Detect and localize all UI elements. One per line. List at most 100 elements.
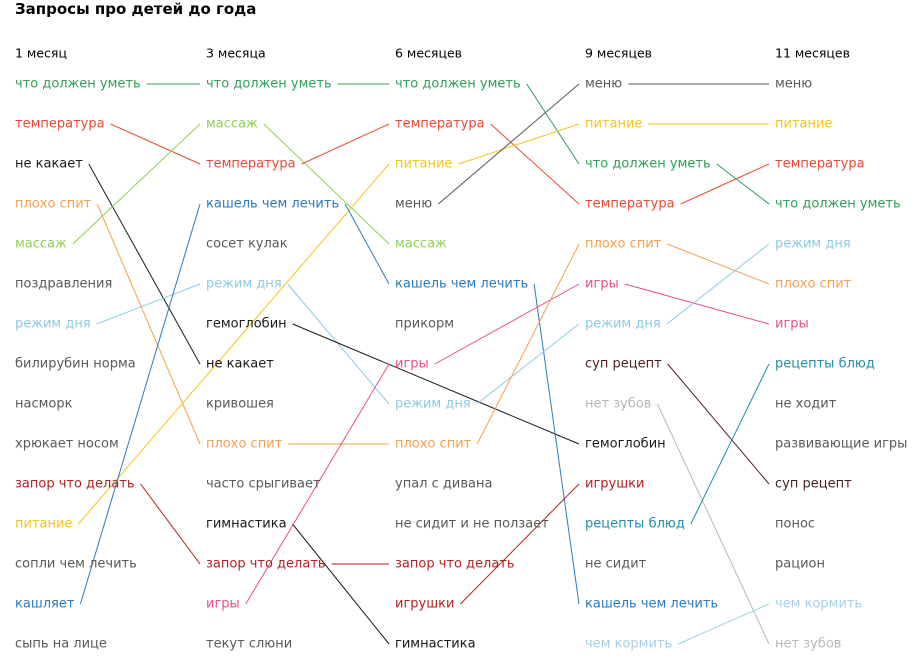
query-label: режим дня bbox=[206, 277, 282, 292]
query-label: питание bbox=[585, 117, 642, 132]
query-label: что должен уметь bbox=[206, 77, 332, 92]
query-label: игрушки bbox=[585, 477, 644, 492]
query-label: что должен уметь bbox=[395, 77, 521, 92]
query-label: гимнастика bbox=[206, 517, 287, 532]
query-label: игры bbox=[206, 597, 240, 612]
query-label: не ходит bbox=[775, 397, 837, 412]
query-label: что должен уметь bbox=[585, 157, 711, 172]
chart-title: Запросы про детей до года bbox=[15, 0, 257, 18]
link-line bbox=[526, 83, 580, 165]
query-label: поздравления bbox=[15, 277, 112, 292]
query-label: плохо спит bbox=[206, 437, 283, 452]
link-line bbox=[476, 323, 580, 405]
query-label: хрюкает носом bbox=[15, 437, 119, 452]
query-label: питание bbox=[15, 517, 72, 532]
query-label: чем кормить bbox=[775, 597, 862, 612]
query-label: кашель чем лечить bbox=[206, 197, 339, 212]
query-label: развивающие игры bbox=[775, 437, 907, 452]
query-label: игрушки bbox=[395, 597, 454, 612]
query-label: плохо спит bbox=[775, 277, 852, 292]
query-label: массаж bbox=[395, 237, 447, 252]
query-label: температура bbox=[206, 157, 296, 172]
query-label: плохо спит bbox=[585, 237, 662, 252]
query-label: не какает bbox=[15, 157, 83, 172]
link-line bbox=[533, 283, 580, 605]
query-label: меню bbox=[585, 77, 622, 92]
link-line bbox=[78, 163, 390, 525]
query-label: сосет кулак bbox=[206, 237, 288, 252]
query-label: не сидит и не ползает bbox=[395, 517, 549, 532]
query-label: запор что делать bbox=[15, 477, 135, 492]
query-label: кривошея bbox=[206, 397, 274, 412]
query-label: режим дня bbox=[585, 317, 661, 332]
query-label: температура bbox=[395, 117, 485, 132]
query-label: суп рецепт bbox=[585, 357, 662, 372]
query-label: сыпь на лице bbox=[15, 637, 107, 652]
link-line bbox=[344, 203, 390, 285]
query-label: меню bbox=[395, 197, 432, 212]
link-lines bbox=[72, 83, 770, 645]
query-label: рецепты блюд bbox=[775, 357, 875, 372]
query-label: текут слюни bbox=[206, 637, 292, 652]
query-label: игры bbox=[775, 317, 809, 332]
link-line bbox=[292, 323, 580, 445]
link-line bbox=[301, 123, 390, 165]
query-label: плохо спит bbox=[15, 197, 92, 212]
query-label: температура bbox=[775, 157, 865, 172]
link-line bbox=[72, 123, 201, 245]
link-line bbox=[490, 123, 580, 205]
query-label: прикорм bbox=[395, 317, 454, 332]
query-label: кашель чем лечить bbox=[585, 597, 718, 612]
query-label: рацион bbox=[775, 557, 825, 572]
link-line bbox=[140, 483, 201, 565]
query-label: не какает bbox=[206, 357, 274, 372]
query-label: гемоглобин bbox=[585, 437, 666, 452]
link-line bbox=[624, 283, 770, 325]
column-header: 1 месяц bbox=[15, 46, 67, 61]
query-label: режим дня bbox=[15, 317, 91, 332]
column-header: 9 месяцев bbox=[585, 46, 652, 61]
link-line bbox=[96, 203, 201, 445]
labels: 1 месяц 3 месяца 6 месяцев 9 месяцев 11 меся… bbox=[15, 46, 907, 652]
query-label: кашель чем лечить bbox=[395, 277, 528, 292]
link-line bbox=[716, 163, 770, 205]
link-line bbox=[287, 283, 390, 405]
query-label: питание bbox=[395, 157, 452, 172]
link-line bbox=[458, 123, 580, 165]
column-header: 3 месяца bbox=[206, 46, 266, 61]
query-label: запор что делать bbox=[206, 557, 326, 572]
link-line bbox=[263, 123, 390, 245]
link-line bbox=[667, 363, 770, 485]
link-line bbox=[680, 163, 770, 205]
column-header: 11 месяцев bbox=[775, 46, 850, 61]
query-label: что должен уметь bbox=[15, 77, 141, 92]
query-label: нет зубов bbox=[585, 397, 651, 412]
link-line bbox=[96, 283, 201, 325]
query-label: гемоглобин bbox=[206, 317, 287, 332]
link-line bbox=[88, 163, 201, 365]
link-line bbox=[690, 363, 770, 525]
query-label: плохо спит bbox=[395, 437, 472, 452]
link-line bbox=[657, 403, 770, 645]
query-label: питание bbox=[775, 117, 832, 132]
query-label: гимнастика bbox=[395, 637, 476, 652]
query-label: что должен уметь bbox=[775, 197, 901, 212]
query-label: режим дня bbox=[775, 237, 851, 252]
query-label: не сидит bbox=[585, 557, 647, 572]
query-label: сопли чем лечить bbox=[15, 557, 137, 572]
link-line bbox=[434, 283, 580, 365]
link-line bbox=[476, 243, 580, 445]
column-header: 6 месяцев bbox=[395, 46, 462, 61]
link-line bbox=[437, 83, 580, 205]
query-label: режим дня bbox=[395, 397, 471, 412]
query-label: температура bbox=[15, 117, 105, 132]
link-line bbox=[667, 243, 770, 285]
link-line bbox=[666, 243, 770, 325]
query-label: игры bbox=[585, 277, 619, 292]
link-line bbox=[460, 483, 580, 605]
link-line bbox=[110, 123, 201, 165]
query-label: понос bbox=[775, 517, 815, 532]
query-label: чем кормить bbox=[585, 637, 672, 652]
query-label: рецепты блюд bbox=[585, 517, 685, 532]
